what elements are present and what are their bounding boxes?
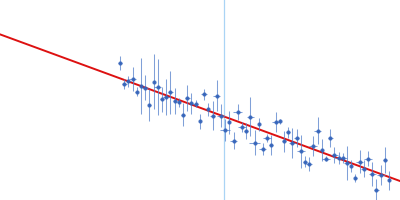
Point xyxy=(293,136,300,140)
Point xyxy=(230,139,237,142)
Point xyxy=(247,115,254,118)
Point xyxy=(163,95,170,98)
Point xyxy=(356,160,363,163)
Point xyxy=(281,140,287,143)
Point xyxy=(386,179,392,182)
Point xyxy=(285,131,291,134)
Point xyxy=(331,153,338,156)
Point xyxy=(117,62,123,65)
Point xyxy=(155,85,161,88)
Point xyxy=(176,101,182,104)
Point xyxy=(264,137,270,140)
Point xyxy=(134,90,140,93)
Point xyxy=(234,111,241,114)
Point xyxy=(369,173,376,176)
Point xyxy=(344,161,350,164)
Point xyxy=(302,160,308,163)
Point xyxy=(243,130,249,133)
Point xyxy=(340,156,346,159)
Point xyxy=(276,119,283,123)
Point xyxy=(365,157,371,160)
Point xyxy=(314,129,321,132)
Point xyxy=(256,123,262,126)
Point xyxy=(167,91,174,94)
Point xyxy=(239,125,245,128)
Point xyxy=(352,176,359,179)
Point xyxy=(336,156,342,159)
Point xyxy=(205,108,212,111)
Point xyxy=(272,121,279,124)
Point xyxy=(214,94,220,97)
Point xyxy=(226,120,232,124)
Point xyxy=(201,93,207,96)
Point xyxy=(289,142,296,145)
Point xyxy=(382,159,388,162)
Point xyxy=(188,102,195,105)
Point xyxy=(361,167,367,170)
Point xyxy=(323,157,329,160)
Point xyxy=(306,162,312,166)
Point xyxy=(260,148,266,151)
Point xyxy=(319,148,325,152)
Point xyxy=(142,86,148,89)
Point xyxy=(251,141,258,144)
Point xyxy=(218,114,224,117)
Point xyxy=(197,120,203,123)
Point xyxy=(130,78,136,81)
Point xyxy=(268,143,274,146)
Point xyxy=(192,102,199,105)
Point xyxy=(146,103,153,106)
Point xyxy=(310,144,317,147)
Point xyxy=(222,128,228,132)
Point xyxy=(180,113,186,116)
Point xyxy=(378,173,384,176)
Point xyxy=(373,188,380,191)
Point xyxy=(159,98,165,101)
Point xyxy=(150,80,157,83)
Point xyxy=(121,82,128,86)
Point xyxy=(209,114,216,117)
Point xyxy=(298,150,304,153)
Point xyxy=(184,96,190,100)
Point xyxy=(125,80,132,83)
Point xyxy=(172,99,178,102)
Point xyxy=(327,137,334,140)
Point xyxy=(138,84,144,88)
Point xyxy=(348,164,354,168)
